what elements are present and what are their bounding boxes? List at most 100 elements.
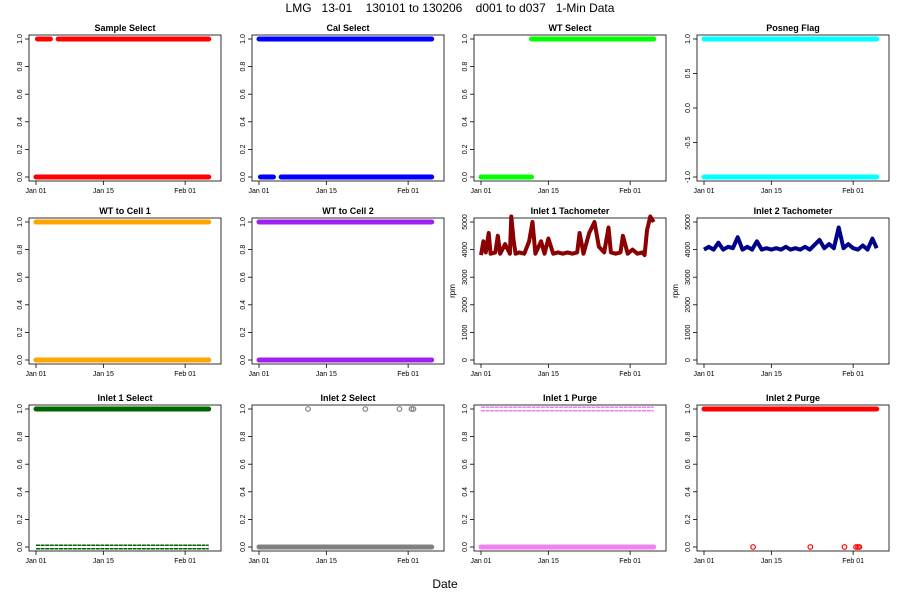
x-tick-label: Jan 01 (248, 188, 269, 195)
y-tick-label: 0.6 (462, 89, 469, 99)
y-tick-label: 0.8 (240, 245, 247, 255)
panel-title: Cal Select (326, 23, 369, 33)
y-tick-label: 0.8 (240, 432, 247, 442)
y-tick-label: 0.8 (462, 432, 469, 442)
x-tick-label: Feb 01 (619, 188, 641, 195)
y-tick-label: 0.2 (240, 514, 247, 524)
y-tick-label: 0.0 (685, 103, 692, 113)
y-tick-label: 2000 (685, 297, 692, 313)
y-tick-label: 1.0 (685, 404, 692, 414)
panel-5: WT to Cell 1 0.0 0.2 0.4 0.6 0.8 1.0 Jan 01 Jan … (17, 206, 222, 378)
y-tick-label: 1.0 (240, 34, 247, 44)
x-tick-label: Feb 01 (842, 558, 864, 565)
y-tick-label: 0.6 (240, 89, 247, 99)
plot-frame (696, 34, 890, 182)
panel-title: WT to Cell 1 (99, 206, 151, 216)
plot-frame (251, 404, 445, 552)
data-point (853, 544, 859, 550)
y-tick-label: 1.0 (240, 217, 247, 227)
plot-frame (696, 217, 890, 365)
y-axis-label: rpm (671, 284, 680, 298)
y-tick-label: 0.5 (685, 69, 692, 79)
x-tick-label: Jan 01 (248, 371, 269, 378)
panel-title: Inlet 2 Purge (766, 393, 820, 403)
y-tick-label: 0.2 (685, 514, 692, 524)
panel-3: WT Select 0.0 0.2 0.4 0.6 0.8 1.0 Jan 01 Jan 15 F… (462, 23, 667, 195)
data-series (479, 214, 656, 258)
y-tick-label: 0.4 (240, 300, 247, 310)
y-tick-label: 0.4 (17, 487, 24, 497)
y-tick-label: 1.0 (17, 404, 24, 414)
panel-7: Inlet 1 Tachometer 0 1000 2000 3000 4000 5000 J… (448, 206, 667, 378)
plot-frame (251, 34, 445, 182)
panel-title: Posneg Flag (766, 23, 820, 33)
y-tick-label: 0.2 (17, 327, 24, 337)
y-tick-label: 0.6 (240, 459, 247, 469)
x-tick-label: Jan 15 (538, 188, 559, 195)
x-tick-label: Jan 01 (470, 371, 491, 378)
y-tick-label: 0.0 (240, 542, 247, 552)
y-tick-label: 0.4 (17, 300, 24, 310)
x-tick-label: Jan 01 (693, 558, 714, 565)
data-point (305, 406, 311, 412)
y-tick-label: -1.0 (685, 171, 692, 183)
plot-frame (28, 404, 222, 552)
data-series (702, 225, 879, 252)
x-tick-label: Jan 01 (693, 188, 714, 195)
y-tick-label: 4000 (462, 242, 469, 258)
y-tick-label: 0.2 (17, 514, 24, 524)
x-tick-label: Jan 01 (470, 188, 491, 195)
panel-title: Inlet 1 Tachometer (531, 206, 610, 216)
y-tick-label: 2000 (462, 297, 469, 313)
y-tick-label: 0.2 (17, 144, 24, 154)
panel-4: Posneg Flag -1.0 -0.5 0.0 0.5 1.0 Jan 01 Jan 15… (685, 23, 890, 195)
y-tick-label: 1000 (685, 325, 692, 341)
x-tick-label: Jan 15 (761, 371, 782, 378)
x-tick-label: Jan 01 (25, 558, 46, 565)
y-tick-label: 0.0 (685, 542, 692, 552)
y-tick-label: 0.0 (462, 172, 469, 182)
y-tick-label: 0.2 (462, 514, 469, 524)
y-tick-label: 0.6 (17, 89, 24, 99)
x-tick-label: Jan 15 (538, 558, 559, 565)
y-tick-label: 3000 (462, 269, 469, 285)
panel-6: WT to Cell 2 0.0 0.2 0.4 0.6 0.8 1.0 Jan 01 Jan … (240, 206, 445, 378)
x-tick-label: Feb 01 (619, 558, 641, 565)
y-tick-label: 0.4 (462, 117, 469, 127)
plot-frame (28, 217, 222, 365)
x-tick-label: Jan 15 (761, 188, 782, 195)
y-tick-label: 0 (462, 358, 469, 362)
x-tick-label: Jan 15 (316, 371, 337, 378)
y-tick-label: 0.6 (17, 459, 24, 469)
y-tick-label: 0.4 (462, 487, 469, 497)
y-tick-label: 1.0 (462, 34, 469, 44)
y-tick-label: 1000 (462, 325, 469, 341)
y-tick-label: 3000 (685, 269, 692, 285)
y-tick-label: 1.0 (17, 217, 24, 227)
y-tick-label: 0.0 (240, 355, 247, 365)
x-tick-label: Jan 15 (316, 558, 337, 565)
y-tick-label: 0.4 (17, 117, 24, 127)
y-tick-label: 0.4 (240, 487, 247, 497)
x-tick-label: Feb 01 (842, 188, 864, 195)
y-tick-label: 5000 (685, 214, 692, 230)
x-axis-title: Date (432, 577, 458, 591)
x-tick-label: Feb 01 (397, 188, 419, 195)
y-axis-label: rpm (448, 284, 457, 298)
panel-title: WT Select (548, 23, 591, 33)
panel-10: Inlet 2 Select 0.0 0.2 0.4 0.6 0.8 1.0 Jan 01 Ja… (240, 393, 445, 565)
x-tick-label: Jan 01 (470, 558, 491, 565)
panel-title: Inlet 1 Select (97, 393, 152, 403)
y-tick-label: 0.2 (462, 144, 469, 154)
y-tick-label: 0.8 (462, 62, 469, 72)
y-tick-label: 1.0 (462, 404, 469, 414)
data-point (807, 544, 814, 550)
data-point (408, 406, 415, 412)
x-tick-label: Feb 01 (619, 371, 641, 378)
y-tick-label: 0.6 (17, 272, 24, 282)
x-tick-label: Feb 01 (842, 371, 864, 378)
x-tick-label: Jan 15 (538, 371, 559, 378)
y-tick-label: 0 (685, 358, 692, 362)
y-tick-label: 0.0 (17, 355, 24, 365)
